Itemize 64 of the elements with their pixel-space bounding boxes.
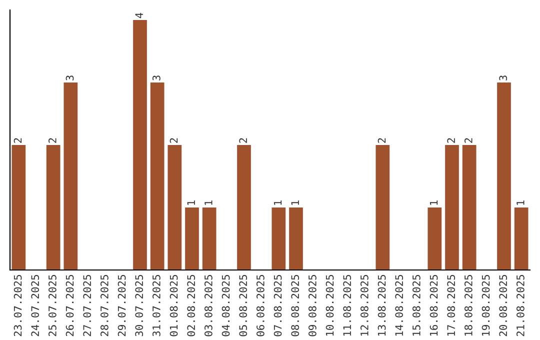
x-tick-label: 24.07.2025	[31, 275, 40, 336]
x-tick-label: 01.08.2025	[170, 275, 178, 336]
data-label: 2	[464, 138, 472, 143]
x-tick-label: 29.07.2025	[118, 275, 126, 336]
data-label: 2	[170, 138, 178, 143]
data-label: 3	[152, 76, 160, 80]
x-tick-label: 25.07.2025	[48, 275, 56, 336]
bar	[150, 82, 164, 270]
bar	[497, 82, 511, 270]
bar	[133, 20, 147, 270]
x-tick-label: 07.08.2025	[274, 275, 282, 336]
bar	[46, 145, 60, 270]
data-label: 3	[66, 76, 74, 80]
data-label: 2	[239, 138, 247, 143]
data-label: 1	[204, 200, 212, 205]
bar	[428, 208, 442, 270]
x-tick-label: 31.07.2025	[152, 275, 160, 336]
x-tick-label: 16.08.2025	[430, 275, 438, 336]
x-tick-label: 17.08.2025	[447, 275, 456, 336]
x-tick-label: 30.07.2025	[135, 275, 144, 336]
bar	[376, 145, 390, 270]
x-tick-label: 02.08.2025	[187, 275, 196, 336]
data-label: 1	[430, 200, 438, 205]
x-tick-label: 18.08.2025	[464, 275, 472, 336]
x-tick-label: 15.08.2025	[412, 275, 420, 336]
data-label: 1	[187, 200, 195, 205]
x-tick-label: 03.08.2025	[204, 275, 212, 336]
x-tick-label: 23.07.2025	[14, 275, 22, 336]
bar	[272, 208, 286, 270]
x-tick-label: 27.07.2025	[83, 275, 92, 336]
x-tick-label: 09.08.2025	[308, 275, 316, 336]
data-label: 2	[48, 138, 56, 143]
x-tick-label: 04.08.2025	[222, 275, 230, 336]
x-tick-label: 10.08.2025	[326, 275, 334, 336]
x-tick-label: 28.07.2025	[100, 275, 108, 336]
bar	[237, 145, 251, 270]
data-label: 2	[447, 138, 455, 143]
data-label: 4	[135, 12, 143, 18]
x-tick-label: 12.08.2025	[360, 275, 368, 336]
bar	[462, 145, 476, 270]
x-tick-label: 11.08.2025	[343, 275, 352, 336]
x-tick-label: 20.08.2025	[499, 275, 508, 336]
data-label: 2	[14, 138, 22, 143]
bar	[289, 208, 303, 270]
bar	[445, 145, 459, 270]
data-label: 1	[516, 200, 524, 205]
x-tick-label: 26.07.2025	[66, 275, 74, 336]
bar	[202, 208, 216, 270]
bar	[168, 145, 182, 270]
data-label: 1	[274, 200, 282, 205]
data-label: 2	[378, 138, 386, 143]
x-tick-label: 08.08.2025	[291, 275, 300, 336]
bar	[64, 82, 78, 270]
x-tick-label: 14.08.2025	[395, 275, 404, 336]
x-tick-label: 21.08.2025	[516, 275, 524, 336]
x-tick-label: 19.08.2025	[482, 275, 490, 336]
bar	[12, 145, 26, 270]
x-tick-label: 06.08.2025	[256, 275, 264, 336]
bar	[185, 208, 199, 270]
bar	[514, 208, 528, 270]
x-tick-label: 13.08.2025	[378, 275, 386, 336]
data-label: 1	[291, 200, 299, 205]
data-label: 3	[499, 76, 508, 80]
x-tick-label: 05.08.2025	[239, 275, 248, 336]
